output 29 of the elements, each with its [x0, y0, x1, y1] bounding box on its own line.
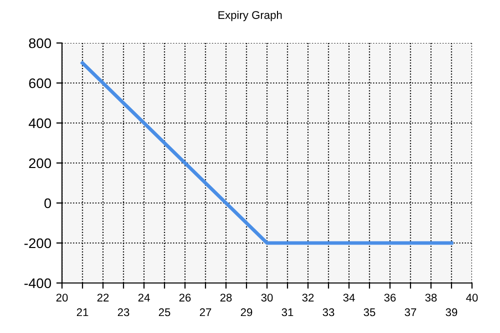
y-tick-label: 600 — [29, 78, 52, 88]
x2-tick-label: 23 — [118, 308, 130, 316]
x2-tick-label: 37 — [404, 308, 416, 316]
x-tick-label: 26 — [179, 294, 191, 302]
x-tick-label: 32 — [302, 294, 314, 302]
x-tick-label: 28 — [220, 294, 232, 302]
y-tick-label: 400 — [28, 118, 52, 128]
y-tick-label: -200 — [24, 238, 52, 248]
x2-tick-label: 33 — [322, 308, 334, 316]
x-tick-label: 38 — [425, 294, 437, 302]
y-tick-label: 0 — [44, 198, 52, 208]
y-tick-label: -400 — [24, 278, 52, 288]
x2-tick-label: 31 — [282, 308, 294, 316]
y-tick-label: 800 — [29, 38, 52, 48]
x2-tick-label: 39 — [446, 308, 458, 316]
x-tick-label: 22 — [97, 294, 109, 302]
x2-tick-label: 29 — [240, 308, 252, 316]
x-tick-label: 20 — [56, 294, 68, 302]
x2-tick-label: 35 — [364, 308, 376, 316]
x-tick-label: 36 — [384, 294, 396, 302]
x2-tick-label: 21 — [76, 308, 88, 316]
x-tick-label: 40 — [466, 294, 478, 302]
x2-tick-label: 25 — [158, 308, 170, 316]
y-tick-label: 200 — [29, 158, 52, 168]
chart-title: Expiry Graph — [218, 10, 282, 22]
x2-tick-label: 27 — [200, 308, 212, 316]
x-tick-label: 34 — [343, 294, 355, 302]
x-tick-label: 24 — [138, 294, 150, 302]
x-tick-label: 30 — [261, 294, 273, 302]
